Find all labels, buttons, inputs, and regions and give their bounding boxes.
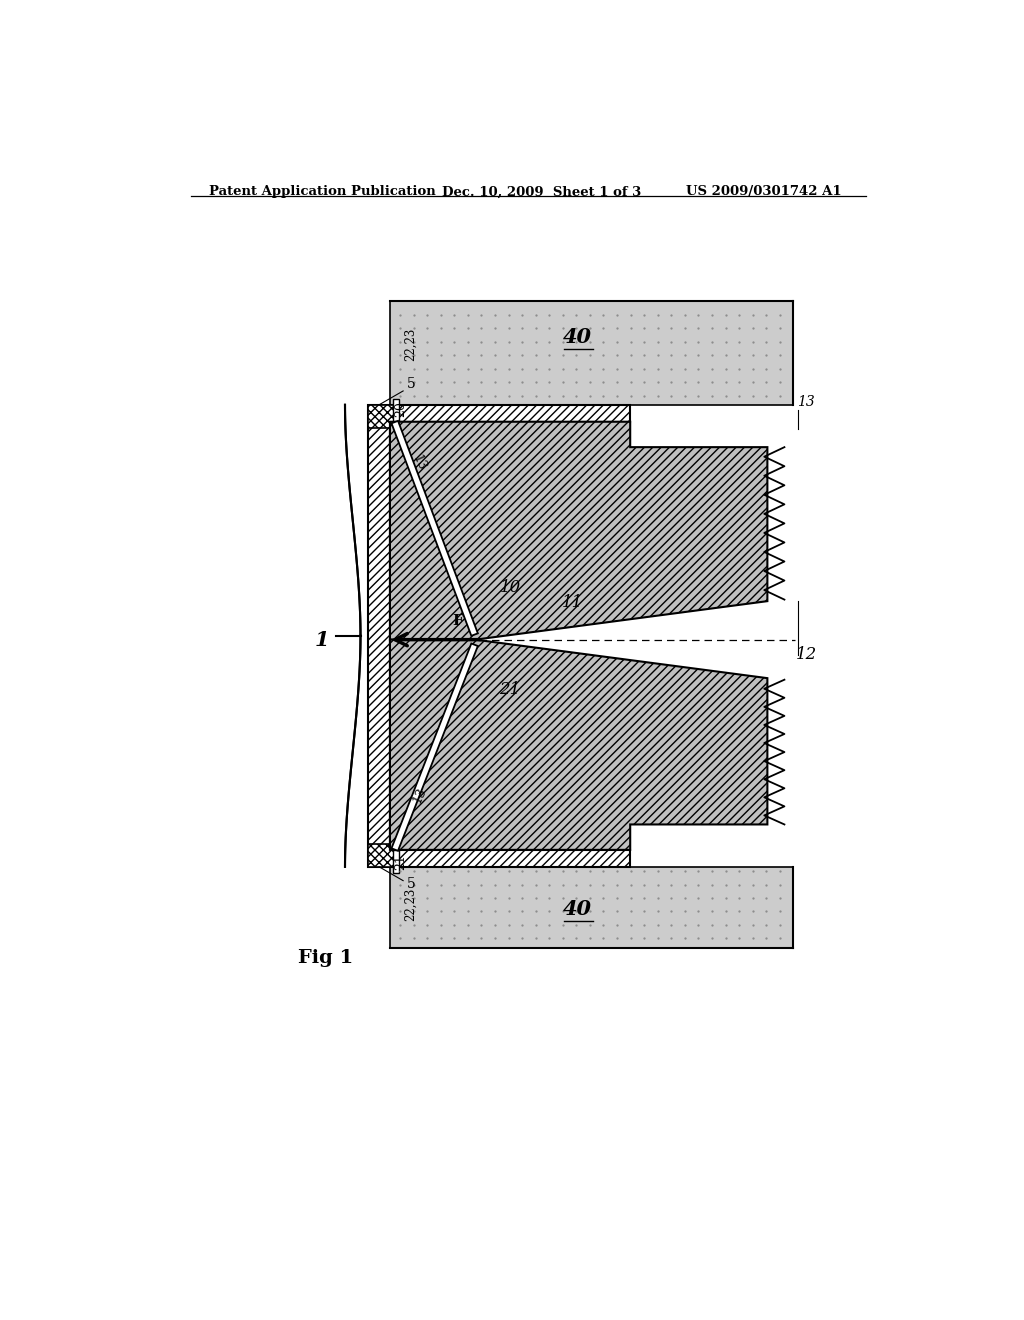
Text: 5: 5 xyxy=(407,378,416,391)
Polygon shape xyxy=(391,421,478,636)
Text: 11: 11 xyxy=(561,594,583,611)
Text: Fig 1: Fig 1 xyxy=(299,949,353,968)
Text: 22,23: 22,23 xyxy=(403,327,417,362)
Text: F: F xyxy=(453,614,464,628)
Polygon shape xyxy=(390,301,793,405)
Polygon shape xyxy=(369,405,390,867)
Text: 20: 20 xyxy=(394,401,408,417)
Polygon shape xyxy=(391,644,478,851)
Text: 21: 21 xyxy=(500,681,520,697)
Text: 12: 12 xyxy=(796,645,817,663)
Text: 22,23: 22,23 xyxy=(403,887,417,921)
Polygon shape xyxy=(369,843,395,867)
Text: 13: 13 xyxy=(411,785,429,805)
Polygon shape xyxy=(390,867,793,948)
Polygon shape xyxy=(390,850,630,867)
Text: 10: 10 xyxy=(500,579,520,595)
Text: Patent Application Publication: Patent Application Publication xyxy=(209,185,436,198)
Text: 40: 40 xyxy=(563,899,592,919)
Polygon shape xyxy=(393,399,399,422)
Text: 21: 21 xyxy=(394,854,408,870)
Text: 5: 5 xyxy=(407,878,416,891)
Polygon shape xyxy=(390,640,767,850)
Text: Dec. 10, 2009  Sheet 1 of 3: Dec. 10, 2009 Sheet 1 of 3 xyxy=(442,185,641,198)
Polygon shape xyxy=(393,850,399,873)
Text: 40: 40 xyxy=(563,327,592,347)
Text: 1: 1 xyxy=(314,630,329,649)
Polygon shape xyxy=(390,422,767,640)
Text: 13: 13 xyxy=(798,396,815,409)
Text: 13: 13 xyxy=(411,453,429,473)
Polygon shape xyxy=(369,405,395,428)
Text: US 2009/0301742 A1: US 2009/0301742 A1 xyxy=(686,185,842,198)
Polygon shape xyxy=(390,405,630,422)
